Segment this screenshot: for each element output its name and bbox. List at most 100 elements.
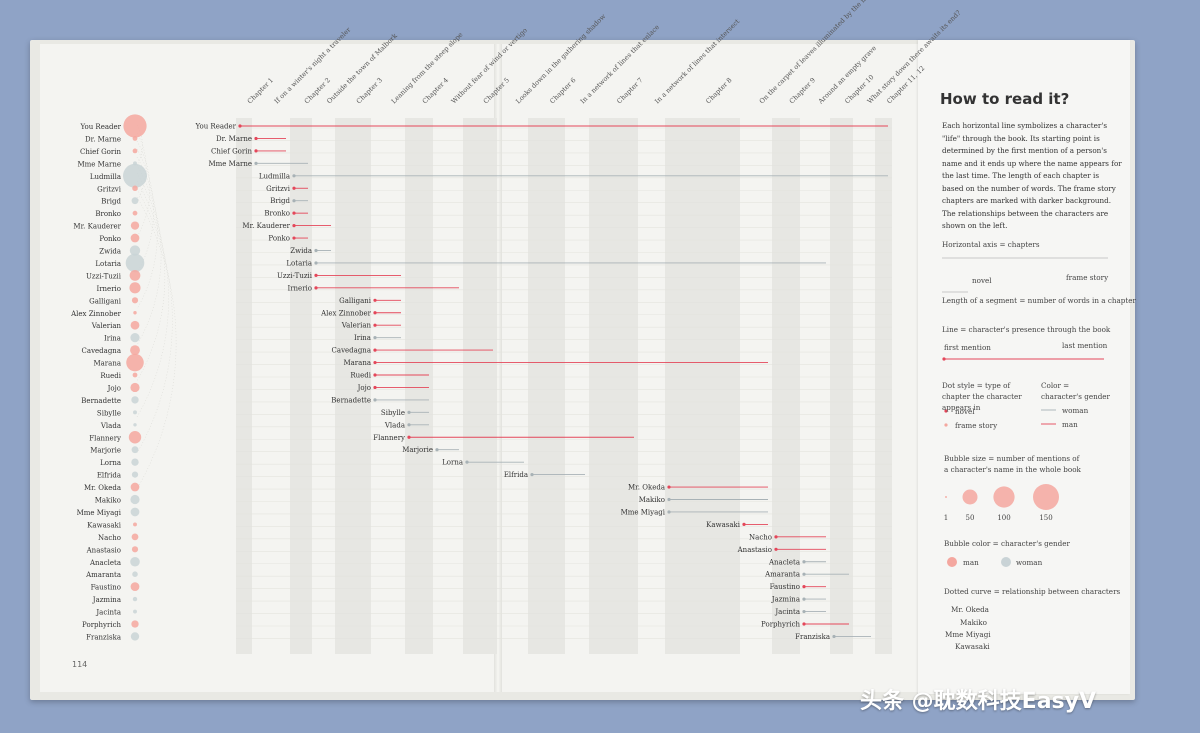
first-mention-dot (667, 485, 671, 489)
character-list-name: Dr. Marne (85, 135, 121, 143)
character-line-label: Kawasaki (706, 521, 741, 529)
first-mention-dot (292, 199, 296, 203)
character-line-label: Ruedi (350, 372, 371, 380)
legend-dotted-curve: Dotted curve = relationship between char… (944, 587, 1121, 596)
first-mention-dot (292, 174, 296, 178)
chapter-title: Chapter 5 (482, 76, 511, 105)
book-gutter (494, 44, 502, 692)
legend-woman-line-label: woman (1062, 406, 1089, 415)
character-list-name: Sibylle (97, 409, 121, 417)
first-mention-dot (407, 423, 411, 427)
mention-bubble (131, 396, 139, 404)
character-list-name: Lorna (100, 459, 121, 467)
chapter-title: Chapter 4 (421, 76, 450, 105)
first-mention-dot (407, 435, 411, 439)
first-mention-dot (373, 373, 377, 377)
character-list-name: Ponko (99, 235, 121, 243)
first-mention-dot (292, 186, 296, 190)
legend-flap (918, 40, 1130, 694)
legend-curve-name-4: Kawasaki (955, 642, 990, 651)
character-line-label: Nacho (749, 533, 772, 541)
chapter-band (665, 118, 740, 654)
character-list-name: Alex Zinnober (70, 310, 122, 318)
character-list-name: Anastasio (86, 546, 121, 554)
character-list-name: Gritzvi (97, 185, 122, 193)
character-list-name: Marana (93, 360, 121, 368)
mention-bubble (131, 297, 139, 304)
mention-bubble (132, 372, 138, 378)
character-line-label: Jojo (357, 384, 371, 392)
chapter-band (528, 118, 565, 654)
mention-bubble (129, 245, 141, 256)
character-line-label: Faustino (770, 583, 800, 591)
mention-bubble (130, 221, 140, 230)
legend-bubble-color: Bubble color = character's gender (944, 539, 1070, 548)
relationship-curve (136, 188, 173, 454)
character-list-name: Kawasaki (87, 521, 122, 529)
first-mention-dot (802, 572, 806, 576)
first-mention-dot (667, 497, 671, 502)
legend-man-bubble (947, 557, 957, 567)
character-line-label: Franziska (795, 633, 830, 641)
character-list-name: Mme Miyagi (77, 509, 122, 517)
mention-bubble (131, 446, 139, 454)
legend-bubble-woman: woman (1016, 558, 1043, 567)
legend-dot-frame: frame story (955, 421, 998, 430)
first-mention-dot (373, 348, 377, 352)
legend-intro: Each horizontal line symbolizes a charac… (942, 121, 1122, 230)
legend-bubble-man: man (963, 558, 979, 567)
character-list-name: Ludmilla (90, 173, 121, 181)
relationship-curve (136, 164, 162, 346)
first-mention-dot (373, 323, 377, 327)
character-list-name: Faustino (91, 584, 121, 592)
first-mention-dot (465, 460, 469, 464)
mention-bubble (130, 233, 140, 243)
character-list-name: Nacho (98, 534, 121, 542)
character-list-name: Mme Marne (77, 160, 121, 168)
character-line-label: Cavedagna (332, 347, 371, 355)
character-line-label: Mr. Kauderer (242, 222, 290, 230)
mention-bubble (132, 136, 138, 141)
mention-bubble (129, 270, 141, 281)
legend-dot-novel: novel (955, 407, 975, 416)
chapter-title: Chapter 9 (788, 76, 817, 105)
character-line-label: Mme Marne (208, 160, 252, 168)
character-line-label: Irnerio (287, 284, 312, 292)
character-line-label: Uzzi-Tuzii (277, 272, 313, 280)
character-list-name: Bernadette (81, 397, 121, 405)
relationship-curve (136, 148, 154, 274)
first-mention-dot (774, 547, 778, 551)
first-mention-dot (373, 311, 377, 315)
first-mention-dot (667, 510, 671, 514)
legend-curve-name-3: Mme Miyagi (945, 630, 991, 639)
character-line-label: Ludmilla (259, 172, 290, 180)
character-line-label: Lorna (442, 459, 463, 467)
relationship-curve (136, 132, 147, 202)
character-list-name: Brigd (101, 198, 121, 206)
mention-bubble (131, 197, 139, 205)
chapter-band (290, 118, 312, 654)
character-line-label: Lotaria (286, 259, 312, 267)
first-mention-dot (254, 149, 258, 153)
chapter-title: In a network of lines that enlace (579, 23, 661, 105)
character-line-label: Elfrida (504, 471, 528, 479)
legend-bubble-value: 150 (1039, 514, 1052, 522)
character-line-label: Brigd (270, 197, 290, 205)
character-line-label: Porphyrich (761, 621, 800, 629)
mention-bubble (130, 345, 140, 355)
chapter-band (589, 118, 638, 654)
mention-bubble (130, 556, 140, 567)
character-list-name: Jacinta (95, 609, 121, 617)
first-mention-dot (314, 261, 318, 265)
first-mention-dot (435, 448, 439, 452)
character-line-label: Anastasio (737, 546, 772, 554)
character-list-name: Porphyrich (82, 621, 121, 629)
character-list-name: Mr. Okeda (84, 484, 121, 492)
mention-bubble (131, 471, 139, 478)
mention-bubble (133, 410, 137, 415)
first-mention-dot (373, 360, 377, 365)
first-mention-dot (832, 634, 836, 639)
legend-bubble-value: 50 (966, 514, 975, 522)
chapter-band (772, 118, 800, 654)
character-list-name: Marjorie (90, 447, 121, 455)
